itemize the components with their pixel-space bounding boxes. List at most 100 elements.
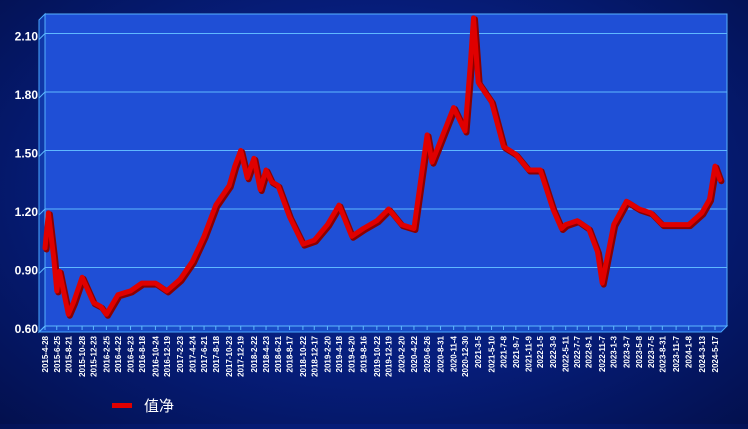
x-tick-label: 2021-11-9 xyxy=(525,335,534,372)
data-point xyxy=(91,300,96,305)
data-point xyxy=(707,197,712,202)
data-point xyxy=(336,202,342,208)
x-tick-label: 2022-1-5 xyxy=(536,335,545,368)
x-tick-label: 2019-12-19 xyxy=(385,335,394,376)
x-tick-label: 2023-5-8 xyxy=(635,335,644,368)
gridline-depth xyxy=(38,325,46,333)
y-tick-label: 1.80 xyxy=(15,88,39,102)
data-point xyxy=(600,280,605,286)
x-tick-label: 2019-2-20 xyxy=(323,335,332,372)
legend-swatch xyxy=(112,402,132,408)
data-point xyxy=(258,187,263,192)
data-point xyxy=(538,167,543,173)
data-point xyxy=(349,234,354,239)
data-point xyxy=(177,277,183,282)
data-point xyxy=(42,245,48,251)
data-point xyxy=(227,183,232,188)
data-point xyxy=(686,222,691,227)
y-tick-label: 0.90 xyxy=(15,264,39,278)
y-tick-label: 2.10 xyxy=(15,30,39,44)
data-point xyxy=(325,222,330,227)
y-tick-label: 1.20 xyxy=(15,205,39,219)
data-point xyxy=(232,163,237,169)
x-tick-label: 2021-5-10 xyxy=(488,335,497,372)
x-tick-label: 2015-8-21 xyxy=(64,335,73,372)
x-tick-label: 2023-1-3 xyxy=(610,335,619,368)
data-point xyxy=(153,280,158,286)
x-tick-label: 2019-4-18 xyxy=(335,335,344,372)
data-point xyxy=(213,202,218,208)
data-point xyxy=(462,128,468,134)
data-point xyxy=(201,234,207,239)
x-tick-label: 2017-8-18 xyxy=(212,335,221,372)
x-tick-label: 2018-4-23 xyxy=(262,335,271,372)
data-point xyxy=(46,210,51,216)
data-point xyxy=(429,160,435,165)
x-tick-label: 2016-12-19 xyxy=(163,335,172,376)
data-point xyxy=(660,222,665,227)
x-tick-label: 2015-4-28 xyxy=(41,335,50,372)
data-point xyxy=(79,275,85,280)
x-tick-label: 2023-8-31 xyxy=(658,335,667,372)
data-point xyxy=(275,183,281,188)
data-point xyxy=(263,167,269,173)
x-tick-label: 2018-8-17 xyxy=(286,335,295,372)
data-point xyxy=(636,206,642,212)
x-tick-label: 2020-2-20 xyxy=(397,335,406,372)
gridline-depth xyxy=(38,33,46,40)
data-point xyxy=(51,255,56,260)
data-point xyxy=(513,152,518,157)
data-point xyxy=(190,259,195,264)
data-point xyxy=(245,175,250,180)
x-tick-label: 2016-4-22 xyxy=(114,335,123,372)
x-tick-label: 2022-3-9 xyxy=(549,335,558,368)
data-point xyxy=(128,288,133,294)
data-point xyxy=(611,222,616,227)
data-point xyxy=(66,312,71,317)
plot-area xyxy=(44,13,728,327)
x-tick-label: 2019-6-20 xyxy=(348,335,357,372)
data-point xyxy=(648,210,653,216)
x-tick-label: 2017-12-19 xyxy=(237,335,246,376)
data-point xyxy=(476,80,481,85)
x-tick-label: 2015-10-28 xyxy=(78,335,87,376)
x-tick-label: 2019-8-16 xyxy=(359,335,368,372)
x-tick-label: 2020-6-26 xyxy=(423,335,432,372)
data-point xyxy=(501,144,506,149)
x-tick-label: 2022-11-7 xyxy=(598,335,607,372)
data-point xyxy=(586,226,591,231)
x-tick-label: 2020-4-22 xyxy=(410,335,419,372)
x-tick-label: 2016-10-24 xyxy=(151,335,160,376)
x-tick-label: 2020-8-31 xyxy=(436,335,445,372)
data-point xyxy=(563,222,568,227)
x-tick-label: 2021-7-8 xyxy=(499,335,508,368)
data-point xyxy=(98,304,103,309)
x-tick-label: 2019-10-22 xyxy=(373,335,382,376)
x-tick-label: 2015-12-23 xyxy=(89,335,98,376)
data-point xyxy=(575,218,580,223)
x-tick-label: 2022-5-11 xyxy=(562,335,571,372)
data-point xyxy=(451,105,456,110)
x-tick-label: 2017-10-23 xyxy=(225,335,234,376)
legend-label: 值净 xyxy=(144,396,175,415)
data-point xyxy=(699,210,704,216)
x-tick-label: 2020-12-30 xyxy=(461,335,470,376)
x-tick-label: 2016-8-18 xyxy=(138,335,147,372)
data-point xyxy=(300,241,306,247)
data-point xyxy=(595,249,600,255)
x-tick-label: 2015-6-25 xyxy=(53,335,62,372)
x-tick-label: 2023-7-5 xyxy=(647,335,656,368)
data-point xyxy=(238,148,243,153)
plot-side-wall xyxy=(38,12,46,334)
x-tick-label: 2024-3-13 xyxy=(698,335,707,372)
x-tick-label: 2016-2-25 xyxy=(102,335,111,372)
data-point xyxy=(471,15,476,21)
data-point xyxy=(550,206,556,212)
x-tick-label: 2016-6-23 xyxy=(126,335,135,372)
data-point xyxy=(139,280,144,286)
x-tick-label: 2023-3-7 xyxy=(622,335,631,368)
data-point xyxy=(526,167,531,173)
x-tick-label: 2022-7-7 xyxy=(573,335,582,368)
data-point xyxy=(399,222,404,227)
